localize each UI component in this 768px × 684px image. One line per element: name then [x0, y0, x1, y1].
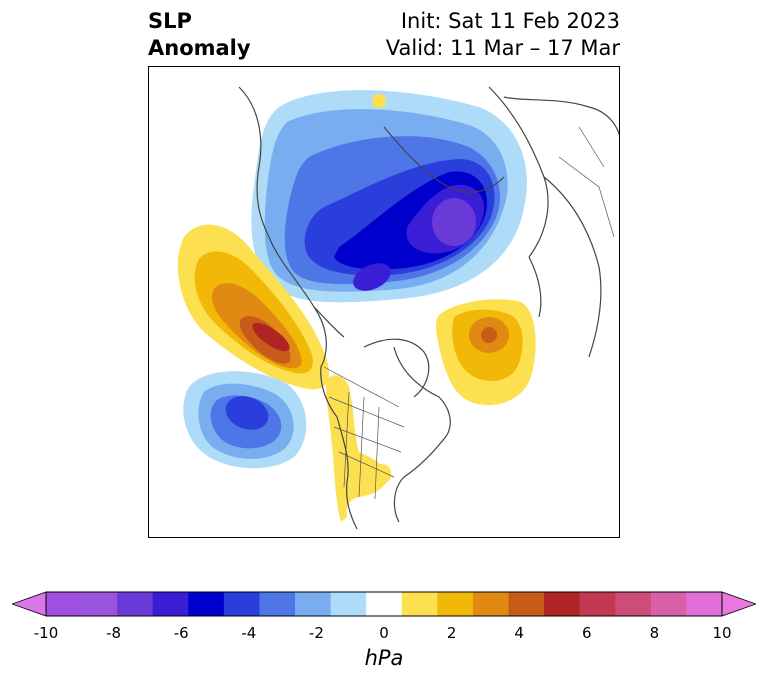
- colorbar-tick-label: 8: [649, 624, 660, 642]
- colorbar-bin: [330, 592, 367, 616]
- colorbar-tick-label: -8: [106, 624, 122, 642]
- colorbar-tick-label: -4: [241, 624, 257, 642]
- colorbar: [12, 591, 756, 617]
- colorbar-bin: [366, 592, 403, 616]
- colorbar-bin: [295, 592, 332, 616]
- title-line-slp: SLP: [148, 9, 192, 33]
- colorbar-tick-label: 6: [582, 624, 592, 642]
- colorbar-bin: [152, 592, 189, 616]
- init-date-label: Init: Sat 11 Feb 2023: [400, 9, 620, 33]
- colorbar-tick-label: 2: [446, 624, 457, 642]
- map-dates: Init: Sat 11 Feb 2023 Valid: 11 Mar – 17…: [386, 8, 620, 62]
- colorbar-bin: [472, 592, 510, 616]
- colorbar-outline: [45, 591, 723, 617]
- colorbar-tick-label: 0: [379, 624, 389, 642]
- valid-range-label: Valid: 11 Mar – 17 Mar: [385, 36, 620, 60]
- colorbar-bin: [46, 592, 83, 616]
- north-atlantic-high-anomaly: [435, 299, 536, 406]
- colorbar-bin: [579, 592, 616, 616]
- colorbar-tick-label: -2: [308, 624, 324, 642]
- colorbar-bin: [188, 592, 225, 616]
- colorbar-bin: [650, 592, 687, 616]
- slp-anomaly-map: [177, 86, 619, 530]
- colorbar-low-extend: [12, 591, 47, 617]
- colorbar-unit-label: hPa: [364, 646, 404, 670]
- colorbar-bin: [615, 592, 652, 616]
- north-pacific-low-anomaly: [183, 371, 307, 469]
- colorbar-bin: [117, 592, 154, 616]
- political-boundaries: [323, 126, 615, 500]
- colorbar-bin: [437, 592, 474, 616]
- title-line-anomaly: Anomaly: [148, 36, 251, 60]
- colorbar-tick-label: -6: [173, 624, 189, 642]
- colorbar-bin: [401, 592, 438, 616]
- arctic-low-anomaly: [251, 90, 528, 303]
- colorbar-high-extend: [721, 591, 756, 617]
- central-us-high-anomaly: [326, 94, 392, 522]
- colorbar-bin: [686, 592, 723, 616]
- colorbar-tick-label: 10: [712, 624, 732, 642]
- colorbar-bins: [46, 592, 723, 616]
- colorbar-bin: [223, 592, 260, 616]
- colorbar-tick-label: -10: [33, 624, 59, 642]
- colorbar-bin: [544, 592, 581, 616]
- coastlines: [238, 86, 619, 530]
- colorbar-bin: [508, 592, 545, 616]
- northeast-pacific-high-anomaly: [177, 224, 329, 390]
- colorbar-bin: [81, 592, 118, 616]
- colorbar-tick-label: 4: [514, 624, 524, 642]
- map-title: SLP Anomaly: [148, 8, 251, 62]
- colorbar-bin: [259, 592, 296, 616]
- map-panel: [148, 66, 620, 538]
